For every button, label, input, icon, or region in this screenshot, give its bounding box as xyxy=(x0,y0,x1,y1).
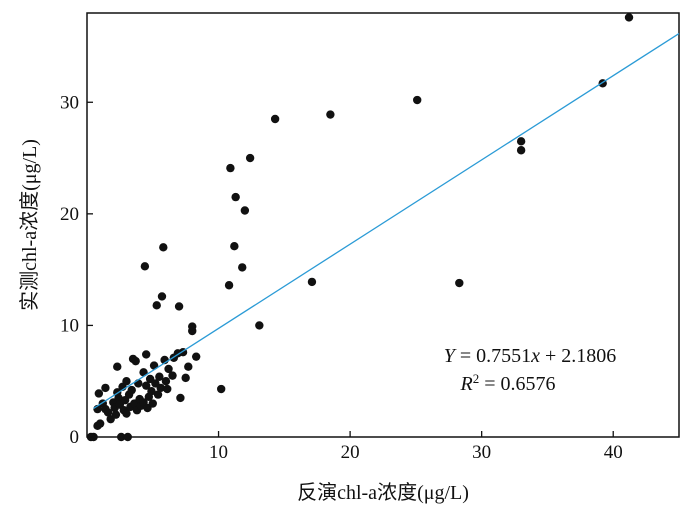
plot-frame xyxy=(86,12,680,438)
data-point xyxy=(174,302,184,311)
plot-area xyxy=(86,12,680,438)
data-points xyxy=(86,13,634,442)
data-point xyxy=(516,146,526,155)
data-point xyxy=(238,263,247,272)
data-point xyxy=(122,377,131,386)
data-point xyxy=(326,110,335,119)
data-point xyxy=(240,206,250,215)
data-point xyxy=(307,277,317,287)
data-point xyxy=(168,371,177,380)
data-point xyxy=(624,13,634,22)
data-point xyxy=(413,95,422,105)
fit-line xyxy=(93,32,680,410)
x-axis-title: 反演chl-a浓度(μg/L) xyxy=(297,481,469,504)
data-point xyxy=(516,137,526,146)
data-point xyxy=(111,410,121,419)
data-point xyxy=(153,390,163,399)
data-point xyxy=(142,350,151,359)
data-point xyxy=(148,399,157,408)
x-axis-ticks: 10 20 30 40 xyxy=(209,431,623,463)
data-point xyxy=(131,356,140,366)
x-tick-label: 20 xyxy=(341,442,360,463)
x-tick-label: 30 xyxy=(472,442,491,463)
y-axis-title: 实测chl-a浓度(μg/L) xyxy=(18,139,41,311)
data-point xyxy=(163,384,172,394)
data-point xyxy=(184,362,193,371)
y-axis-ticks: 0 10 20 30 xyxy=(60,92,93,448)
data-point xyxy=(122,409,131,418)
data-point xyxy=(226,163,235,173)
data-point xyxy=(191,352,201,361)
data-point xyxy=(159,243,168,252)
x-tick-label: 10 xyxy=(209,442,228,463)
data-point xyxy=(188,322,197,331)
data-point xyxy=(164,364,173,374)
data-point xyxy=(230,242,239,251)
data-point xyxy=(231,192,240,202)
data-point xyxy=(176,393,185,403)
data-point xyxy=(140,262,150,271)
r-squared-label: R2 = 0.6576 xyxy=(460,371,556,396)
data-point xyxy=(142,381,151,390)
data-point xyxy=(270,114,280,124)
data-point xyxy=(155,372,164,381)
data-point xyxy=(245,153,255,163)
data-point xyxy=(103,408,113,417)
data-point xyxy=(152,301,161,310)
y-tick-label: 0 xyxy=(70,427,80,448)
data-point xyxy=(255,321,264,330)
data-point xyxy=(95,419,105,428)
data-point xyxy=(216,384,226,394)
data-point xyxy=(224,281,234,290)
data-point xyxy=(147,387,156,396)
data-point xyxy=(113,362,122,371)
regression-equation: Y = 0.7551x + 2.1806 xyxy=(444,345,617,367)
data-point xyxy=(101,383,110,393)
data-point xyxy=(455,278,464,288)
data-point xyxy=(156,383,165,393)
y-tick-label: 30 xyxy=(60,92,79,113)
data-point xyxy=(127,385,136,395)
data-point xyxy=(157,292,167,301)
y-tick-label: 20 xyxy=(60,204,79,225)
data-point xyxy=(114,393,123,403)
data-point xyxy=(94,389,104,398)
data-point xyxy=(89,432,98,442)
y-tick-label: 10 xyxy=(60,315,79,336)
data-point xyxy=(161,377,171,386)
data-point xyxy=(117,432,126,442)
x-tick-label: 40 xyxy=(604,442,623,463)
data-point xyxy=(123,432,132,442)
data-point xyxy=(181,373,190,383)
